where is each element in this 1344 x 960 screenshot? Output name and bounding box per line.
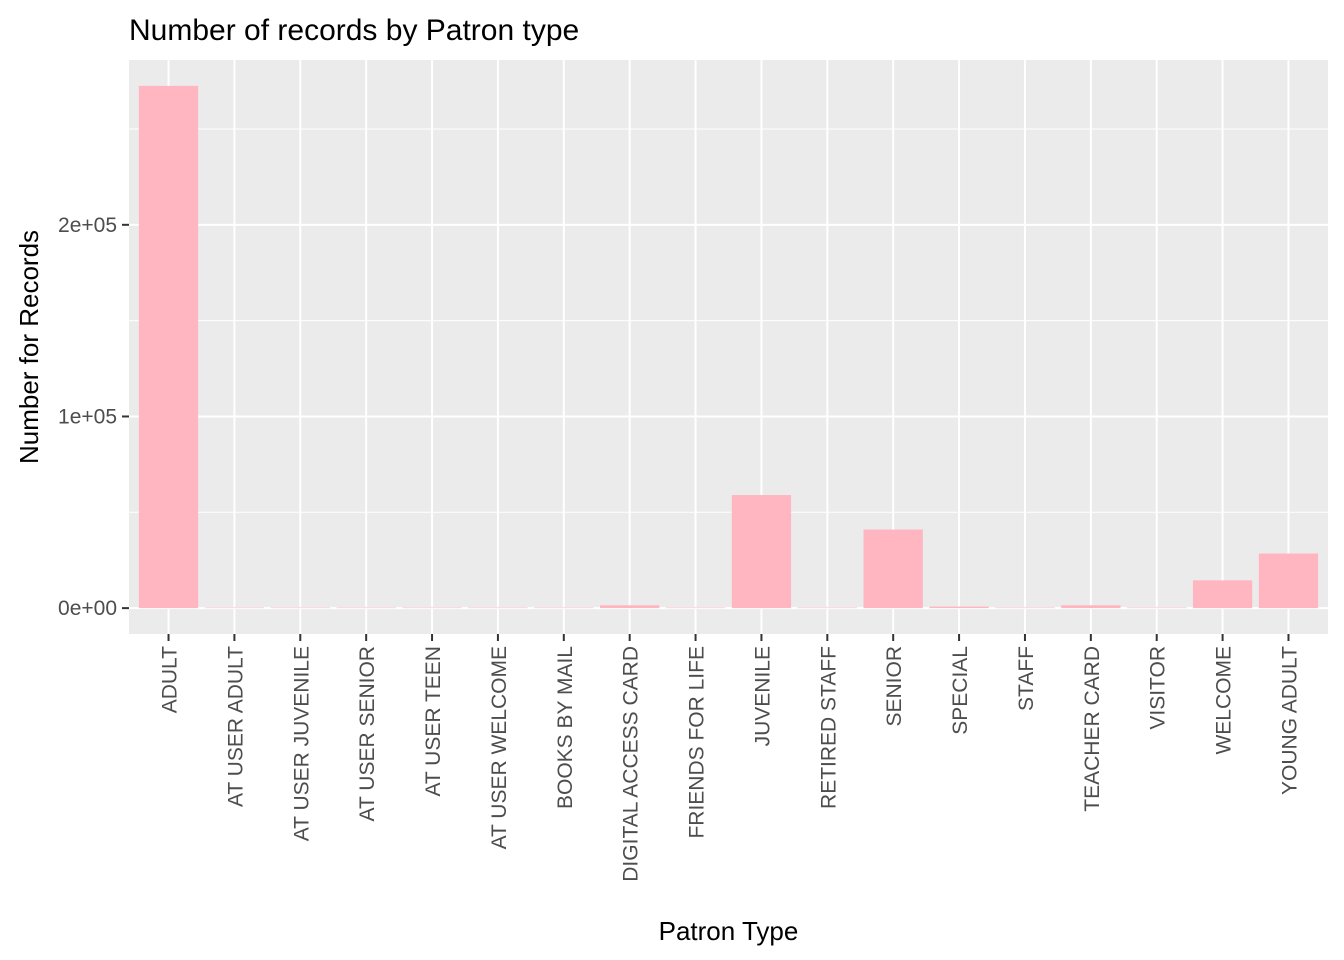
bar [1127,607,1187,609]
x-tick-label: FRIENDS FOR LIFE [686,646,709,839]
bar [336,607,396,609]
bar [138,85,199,609]
x-tick-label: DIGITAL ACCESS CARD [620,646,643,882]
bar [600,605,660,609]
chart-title: Number of records by Patron type [129,14,579,47]
x-tick-label: WELCOME [1213,646,1236,755]
x-tick-label: AT USER ADULT [224,646,247,807]
minor-gridlines [129,128,1328,513]
plot-panel [129,60,1328,634]
bar [731,495,792,609]
x-tick-label: VISITOR [1147,646,1170,730]
x-tick-label: STAFF [1015,646,1038,711]
y-axis: 0e+00 1e+05 2e+05 [58,214,129,620]
x-tick-label: SPECIAL [949,646,972,735]
bar [534,607,594,609]
x-axis-title: Patron Type [659,916,799,946]
bar [1192,580,1253,609]
y-tick-label: 0e+00 [58,597,117,620]
major-gridlines [129,60,1328,634]
x-tick-label: TEACHER CARD [1081,646,1104,812]
bar [1258,553,1319,609]
bar [929,606,989,609]
x-tick-label: BOOKS BY MAIL [554,646,577,809]
bar [204,607,265,609]
bar [995,607,1055,609]
x-tick-label: JUVENILE [751,646,774,746]
x-tick-label: AT USER JUVENILE [290,646,313,841]
bar [665,607,726,609]
x-tick-label: YOUNG ADULT [1278,646,1301,795]
x-tick-label: RETIRED STAFF [817,646,840,809]
bar [468,607,528,609]
y-tick-label: 2e+05 [58,214,117,237]
bar [797,607,857,609]
bar [1061,605,1121,609]
x-tick-label: SENIOR [883,646,906,727]
x-tick-label: AT USER SENIOR [356,646,379,821]
bar [270,607,330,609]
bar [402,607,462,609]
bar [863,529,923,609]
x-axis: ADULT AT USER ADULT AT USER JUVENILE AT USE… [159,634,1301,882]
y-axis-title: Number for Records [14,230,44,464]
x-tick-label: AT USER TEEN [422,646,445,797]
x-tick-label: ADULT [159,646,182,713]
y-tick-label: 1e+05 [58,405,117,428]
bars [138,85,1319,609]
x-tick-label: AT USER WELCOME [488,646,511,849]
